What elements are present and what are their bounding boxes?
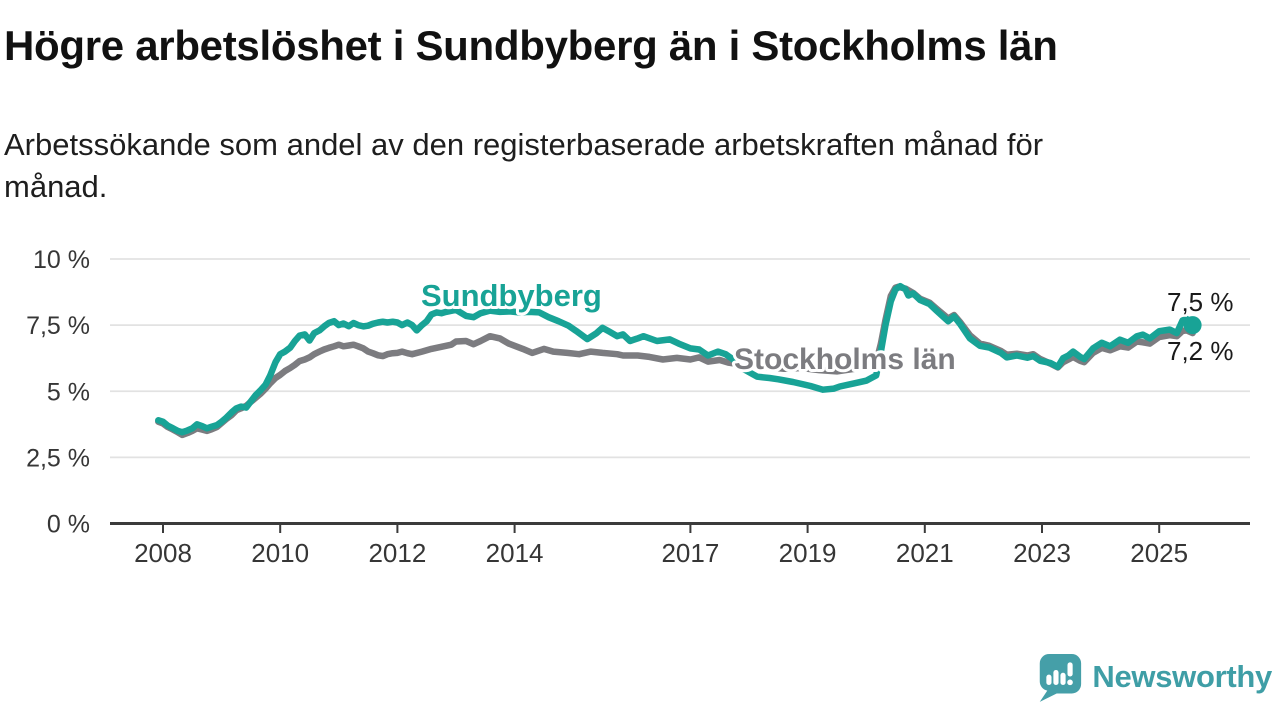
y-axis-tick-label: 0 % <box>47 511 90 539</box>
y-axis-tick-label: 7,5 % <box>26 312 90 340</box>
x-axis-tick-label: 2012 <box>368 538 426 568</box>
series-end-value-label: 7,5 % <box>1167 287 1234 317</box>
newsworthy-brand-name: Newsworthy <box>1092 659 1272 694</box>
x-axis-tick-label: 2025 <box>1130 538 1188 568</box>
x-axis-tick-label: 2008 <box>134 538 192 568</box>
x-axis-tick-label: 2021 <box>896 538 954 568</box>
x-axis-tick-label: 2019 <box>779 538 837 568</box>
series-end-dot <box>1183 316 1202 335</box>
x-axis-tick-label: 2010 <box>251 538 309 568</box>
subtitle-line-1: Arbetssökande som andel av den registerb… <box>4 127 1044 162</box>
x-axis-tick-label: 2014 <box>486 538 544 568</box>
y-axis-tick-label: 10 % <box>33 246 90 274</box>
page-title: Högre arbetslöshet i Sundbyberg än i Sto… <box>4 22 1058 69</box>
y-axis-tick-label: 2,5 % <box>26 444 90 472</box>
newsworthy-logo-icon <box>1040 653 1082 702</box>
series-end-value-label: 7,2 % <box>1167 336 1234 366</box>
subtitle-line-2: månad. <box>4 169 108 204</box>
newsworthy-brand: Newsworthy <box>1036 652 1272 702</box>
series-label: Stockholms län <box>734 343 956 376</box>
chart-subtitle: Arbetssökande som andel av den registerb… <box>4 124 1184 208</box>
y-axis-tick-label: 5 % <box>47 378 90 406</box>
series-label: Sundbyberg <box>421 278 602 313</box>
x-axis-tick-label: 2017 <box>661 538 719 568</box>
series-line-sundbyberg <box>155 282 1196 436</box>
x-axis-tick-label: 2023 <box>1013 538 1071 568</box>
